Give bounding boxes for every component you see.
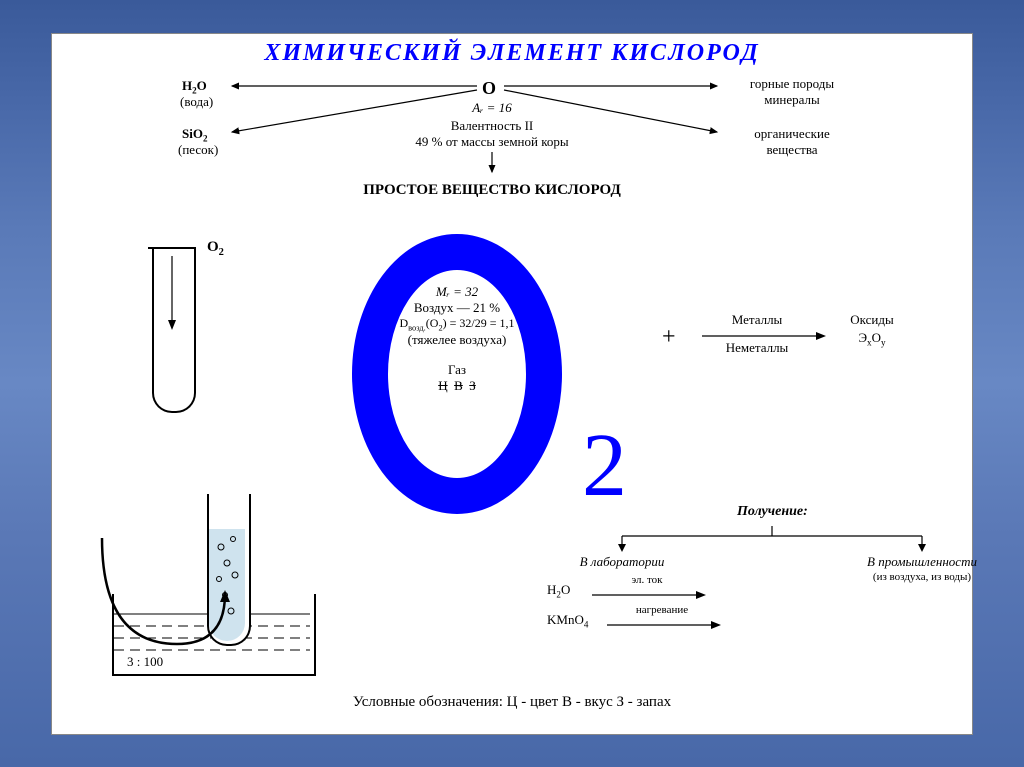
- plus-sign: +: [662, 324, 676, 351]
- struck-taste: В: [454, 378, 463, 393]
- nonmetals: Неметаллы: [702, 340, 812, 356]
- oxides-formula: ЭxOy: [832, 330, 912, 348]
- o2-tube-label: O2: [207, 239, 224, 258]
- o2-properties: Mᵣ = 32 Воздух — 21 % Dвозд.(O2) = 32/29…: [387, 284, 527, 394]
- oxides: Оксиды: [832, 312, 912, 328]
- struck-smell: З: [469, 378, 476, 393]
- lab-kmno4: KMnO4: [547, 612, 588, 630]
- density: Dвозд.(O2) = 32/29 = 1,1: [387, 316, 527, 332]
- obtain-lab: В лаборатории: [557, 554, 687, 570]
- reaction-arrow: [702, 330, 832, 342]
- air-percent: Воздух — 21 %: [387, 300, 527, 316]
- ratio-label: 3 : 100: [127, 654, 163, 670]
- metals: Металлы: [702, 312, 812, 328]
- obtain-industry: В промышленности: [842, 554, 1002, 570]
- big-2: 2: [582, 414, 627, 517]
- lab-h2o: H2O: [547, 582, 570, 600]
- struck-color: Ц: [438, 378, 447, 393]
- mr: Mᵣ = 32: [387, 284, 527, 300]
- legend: Условные обозначения: Ц - цвет В - вкус …: [212, 694, 812, 711]
- lab-arrow1: [592, 590, 712, 600]
- lab-cond2: нагревание: [612, 604, 712, 616]
- diagram-sheet: ХИМИЧЕСКИЙ ЭЛЕМЕНТ КИСЛОРОД O Aᵣ = 16 Ва…: [51, 33, 973, 735]
- delivery-tube: [97, 534, 257, 664]
- substance-title: ПРОСТОЕ ВЕЩЕСТВО КИСЛОРОД: [332, 182, 652, 199]
- struck-props: Ц В З: [387, 378, 527, 394]
- obtain-title: Получение:: [737, 504, 808, 520]
- lab-arrow2: [607, 620, 727, 630]
- obtain-industry-sub: (из воздуха, из воды): [842, 571, 1002, 583]
- tube1-arrow: [160, 256, 184, 336]
- heavier: (тяжелее воздуха): [387, 332, 527, 348]
- obtain-bracket: [562, 526, 962, 556]
- gas-label: Газ: [387, 362, 527, 378]
- lab-cond1: эл. ток: [597, 574, 697, 586]
